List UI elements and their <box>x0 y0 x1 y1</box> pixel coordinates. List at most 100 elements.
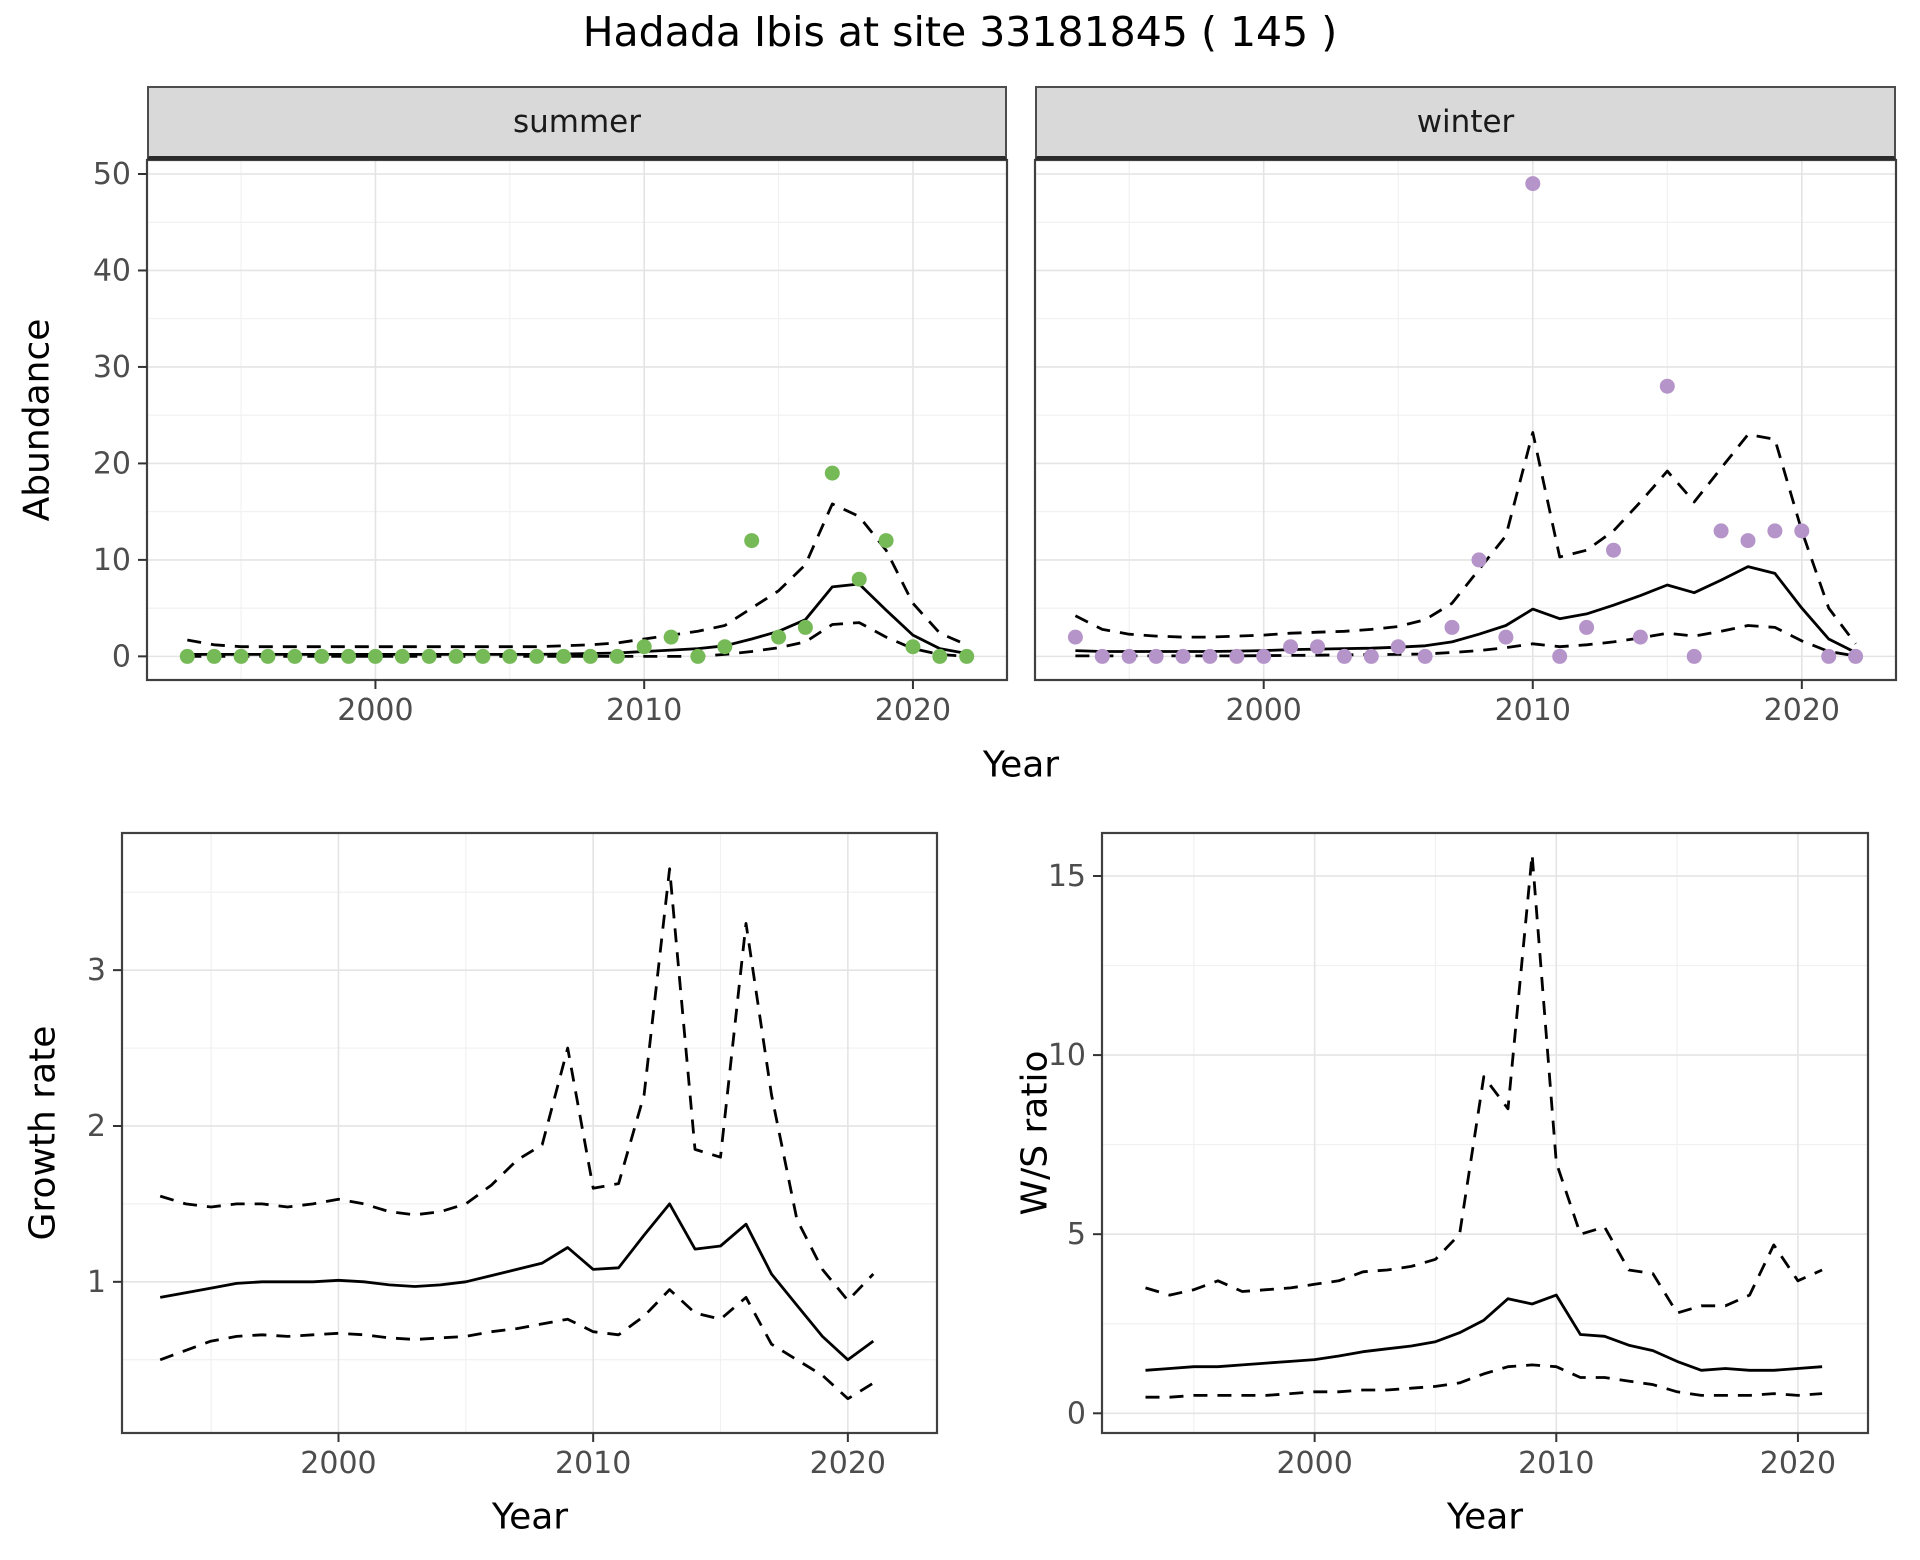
abundance_summer-points <box>179 465 975 664</box>
x-tick-label: 2020 <box>810 1446 886 1481</box>
abundance_summer-point <box>314 648 330 664</box>
panel-ws_ratio: 2000 2010 2020 0 5 10 15 <box>1048 831 1870 1481</box>
abundance_winter-point <box>1202 648 1218 664</box>
y-tick-label: 5 <box>1067 1217 1086 1252</box>
abundance_winter-points <box>1067 176 1864 664</box>
abundance_summer-point <box>744 533 760 549</box>
abundance_summer-point <box>556 648 572 664</box>
abundance_winter-point <box>1229 648 1245 664</box>
abundance_summer-point <box>851 571 867 587</box>
abundance_winter-point <box>1417 648 1433 664</box>
ws_ratio-lower-ci-line <box>1145 1363 1823 1399</box>
abundance_winter-point <box>1794 523 1810 539</box>
x-tick-label: 2020 <box>1764 693 1840 728</box>
abundance_winter-point <box>1310 639 1325 655</box>
y-tick-label: 0 <box>1067 1396 1086 1431</box>
x-tick-label: 2000 <box>1226 693 1302 728</box>
year-axis-label-ws: Year <box>1446 1496 1524 1538</box>
abundance_winter-point <box>1067 629 1083 645</box>
ws_ratio-upper-ci-line <box>1145 853 1823 1315</box>
abundance_summer-point <box>475 648 491 664</box>
abundance_summer-point <box>959 648 975 664</box>
x-tick-label: 2010 <box>1495 693 1571 728</box>
y-tick-label: 1 <box>87 1265 106 1300</box>
abundance_winter-point <box>1659 378 1675 394</box>
abundance_winter-point <box>1121 648 1137 664</box>
abundance_summer-point <box>797 619 813 635</box>
ws_ratio-fit-line <box>1145 1293 1823 1372</box>
y-tick-label: 3 <box>87 953 106 988</box>
growth_rate-lower-ci-line <box>159 1288 875 1401</box>
abundance_winter-point <box>1525 176 1541 192</box>
abundance_summer-point <box>717 639 733 655</box>
abundance_winter-point <box>1148 648 1164 664</box>
abundance_winter-point <box>1094 648 1110 664</box>
year-axis-label-top: Year <box>982 744 1060 786</box>
facet-strip-summer: summer <box>147 86 1007 160</box>
panel-abundance_winter: 2000 2010 2020 <box>1033 158 1898 728</box>
growth_rate-fit-line <box>159 1202 875 1362</box>
y-tick-label: 15 <box>1048 859 1086 894</box>
abundance_summer-point <box>502 648 518 664</box>
x-tick-label: 2020 <box>875 693 951 728</box>
abundance_winter-point <box>1498 629 1514 645</box>
abundance_summer-point <box>609 648 625 664</box>
abundance_winter-point <box>1740 533 1756 549</box>
y-tick-label: 40 <box>93 253 131 288</box>
abundance_winter-point <box>1686 648 1702 664</box>
y-tick-label: 2 <box>87 1109 106 1144</box>
abundance_winter-point <box>1848 648 1864 664</box>
y-tick-label: 0 <box>112 639 131 674</box>
abundance_summer-point <box>394 648 410 664</box>
abundance_summer-upper-ci-line <box>187 502 968 649</box>
abundance_winter-upper-ci-line <box>1074 431 1857 645</box>
abundance_summer-point <box>421 648 437 664</box>
abundance_winter-point <box>1606 542 1621 558</box>
abundance_winter-point <box>1175 648 1191 664</box>
year-axis-label-growth: Year <box>491 1496 569 1538</box>
abundance_winter-point <box>1390 639 1406 655</box>
abundance_winter-point <box>1579 619 1595 635</box>
panel-abundance_summer: 2000 2010 2020 0 10 20 30 40 50 <box>93 157 1009 728</box>
abundance_summer-point <box>260 648 276 664</box>
abundance_summer-point <box>287 648 303 664</box>
abundance_summer-point <box>529 648 545 664</box>
x-tick-label: 2010 <box>555 1446 631 1481</box>
x-tick-label: 2010 <box>1518 1446 1594 1481</box>
y-tick-label: 10 <box>1048 1038 1086 1073</box>
figure-title: Hadada Ibis at site 33181845 ( 145 ) <box>582 8 1338 56</box>
abundance_winter-point <box>1363 648 1379 664</box>
abundance_summer-point <box>824 465 840 481</box>
abundance-axis-label: Abundance <box>16 318 58 522</box>
panel-growth_rate: 2000 2010 2020 1 2 3 <box>87 831 939 1481</box>
abundance_summer-point <box>636 639 652 655</box>
abundance_summer-point <box>582 648 598 664</box>
abundance_winter-point <box>1632 629 1648 645</box>
abundance_summer-point <box>341 648 357 664</box>
facet-strip-winter: winter <box>1035 86 1896 160</box>
y-tick-label: 50 <box>93 157 131 192</box>
x-tick-label: 2000 <box>337 693 413 728</box>
abundance_summer-point <box>179 648 195 664</box>
abundance_winter-point <box>1552 648 1568 664</box>
abundance_summer-point <box>367 648 383 664</box>
abundance_winter-point <box>1336 648 1352 664</box>
abundance_summer-point <box>690 648 706 664</box>
abundance_summer-point <box>932 648 948 664</box>
y-tick-label: 10 <box>93 543 131 578</box>
growth-rate-axis-label: Growth rate <box>22 1025 64 1241</box>
abundance_summer-point <box>448 648 464 664</box>
abundance_winter-point <box>1283 639 1299 655</box>
abundance_summer-point <box>905 639 921 655</box>
x-tick-label: 2020 <box>1760 1446 1836 1481</box>
x-tick-label: 2010 <box>606 693 682 728</box>
abundance_summer-point <box>771 629 787 645</box>
y-tick-label: 20 <box>93 446 131 481</box>
abundance_winter-point <box>1471 552 1487 568</box>
abundance_summer-point <box>663 629 679 645</box>
y-tick-label: 30 <box>93 350 131 385</box>
abundance_summer-point <box>878 533 894 549</box>
abundance_winter-point <box>1767 523 1783 539</box>
ws-ratio-axis-label: W/S ratio <box>1014 1050 1056 1216</box>
